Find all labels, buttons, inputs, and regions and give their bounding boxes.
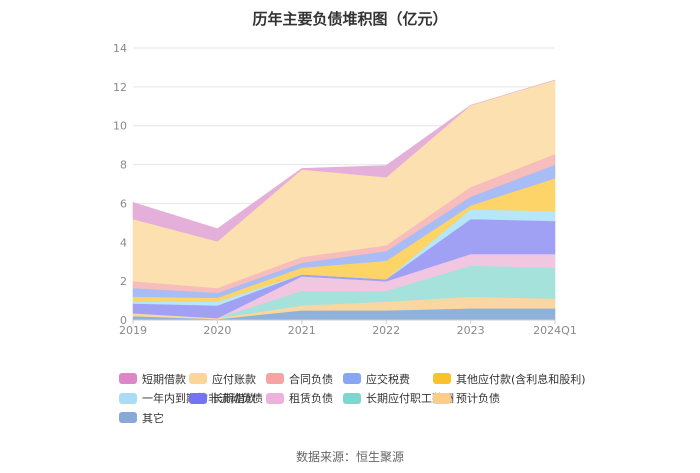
legend-label: 短期借款: [142, 372, 186, 386]
legend-swatch: [433, 392, 451, 404]
y-tick-label: 12: [113, 81, 127, 94]
x-tick-label: 2021: [288, 324, 316, 337]
y-tick-label: 6: [120, 197, 127, 210]
legend-label: 其他应付款(含利息和股利): [456, 372, 586, 386]
y-tick-label: 2: [120, 275, 127, 288]
legend-swatch: [189, 373, 207, 385]
area-series-10: [132, 79, 556, 242]
legend-item[interactable]: 其它: [119, 410, 189, 426]
legend-item[interactable]: 短期借款: [119, 371, 189, 387]
axes: 2019 2020 2021 2022 2023 2024Q1: [119, 319, 577, 337]
legend-item[interactable]: 预计负债: [433, 390, 603, 406]
x-tick-label: 2024Q1: [533, 324, 577, 337]
legend-swatch: [266, 392, 284, 404]
legend-label: 租赁负债: [289, 392, 333, 406]
legend-item[interactable]: 合同负债: [266, 371, 343, 387]
stacked-area-chart: 0 2 4 6 8 10 12 14 2019 2020 2021 2022 2023 2024Q1: [113, 42, 577, 337]
y-tick-label: 14: [113, 42, 127, 55]
y-tick-label: 0: [120, 314, 127, 327]
legend-swatch: [266, 373, 284, 385]
legend-item[interactable]: 应交税费: [343, 371, 433, 387]
legend-label: 长期借款: [212, 392, 256, 406]
legend-swatch: [343, 373, 361, 385]
legend-item[interactable]: 租赁负债: [266, 390, 343, 406]
chart-title: 历年主要负债堆积图（亿元）: [252, 10, 448, 28]
legend-swatch: [119, 412, 137, 424]
legend-swatch: [433, 373, 451, 385]
legend-item[interactable]: 应付账款: [189, 371, 266, 387]
legend-label: 其它: [142, 411, 164, 425]
legend-label: 应付账款: [212, 372, 256, 386]
x-tick-label: 2023: [457, 324, 485, 337]
legend-item[interactable]: 一年内到期的非流动负债: [119, 390, 263, 406]
x-tick-label: 2020: [203, 324, 231, 337]
legend-label: 预计负债: [456, 392, 500, 406]
legend-row: 其它: [119, 408, 639, 428]
data-source: 数据来源：恒生聚源: [295, 450, 404, 464]
legend-item[interactable]: 长期借款: [189, 390, 266, 406]
y-tick-label: 8: [120, 159, 127, 172]
legend-swatch: [343, 392, 361, 404]
legend-label: 应交税费: [366, 372, 410, 386]
legend-label: 长期应付职工薪酬: [366, 392, 454, 406]
legend-row: 短期借款 应付账款 合同负债 应交税费 其他应付款(含利息和股利): [119, 369, 639, 389]
legend-item[interactable]: 长期应付职工薪酬: [343, 390, 454, 406]
legend-swatch: [189, 392, 207, 404]
y-tick-label: 10: [113, 120, 127, 133]
legend-label: 合同负债: [289, 372, 333, 386]
y-tick-label: 4: [120, 236, 127, 249]
legend: 短期借款 应付账款 合同负债 应交税费 其他应付款(含利息和股利) 一年内到期的非流动负债…: [119, 369, 639, 428]
legend-swatch: [119, 392, 137, 404]
x-tick-label: 2022: [372, 324, 400, 337]
legend-swatch: [119, 373, 137, 385]
area-series: [132, 79, 556, 321]
x-tick-label: 2019: [119, 324, 147, 337]
legend-item[interactable]: 其他应付款(含利息和股利): [433, 371, 603, 387]
